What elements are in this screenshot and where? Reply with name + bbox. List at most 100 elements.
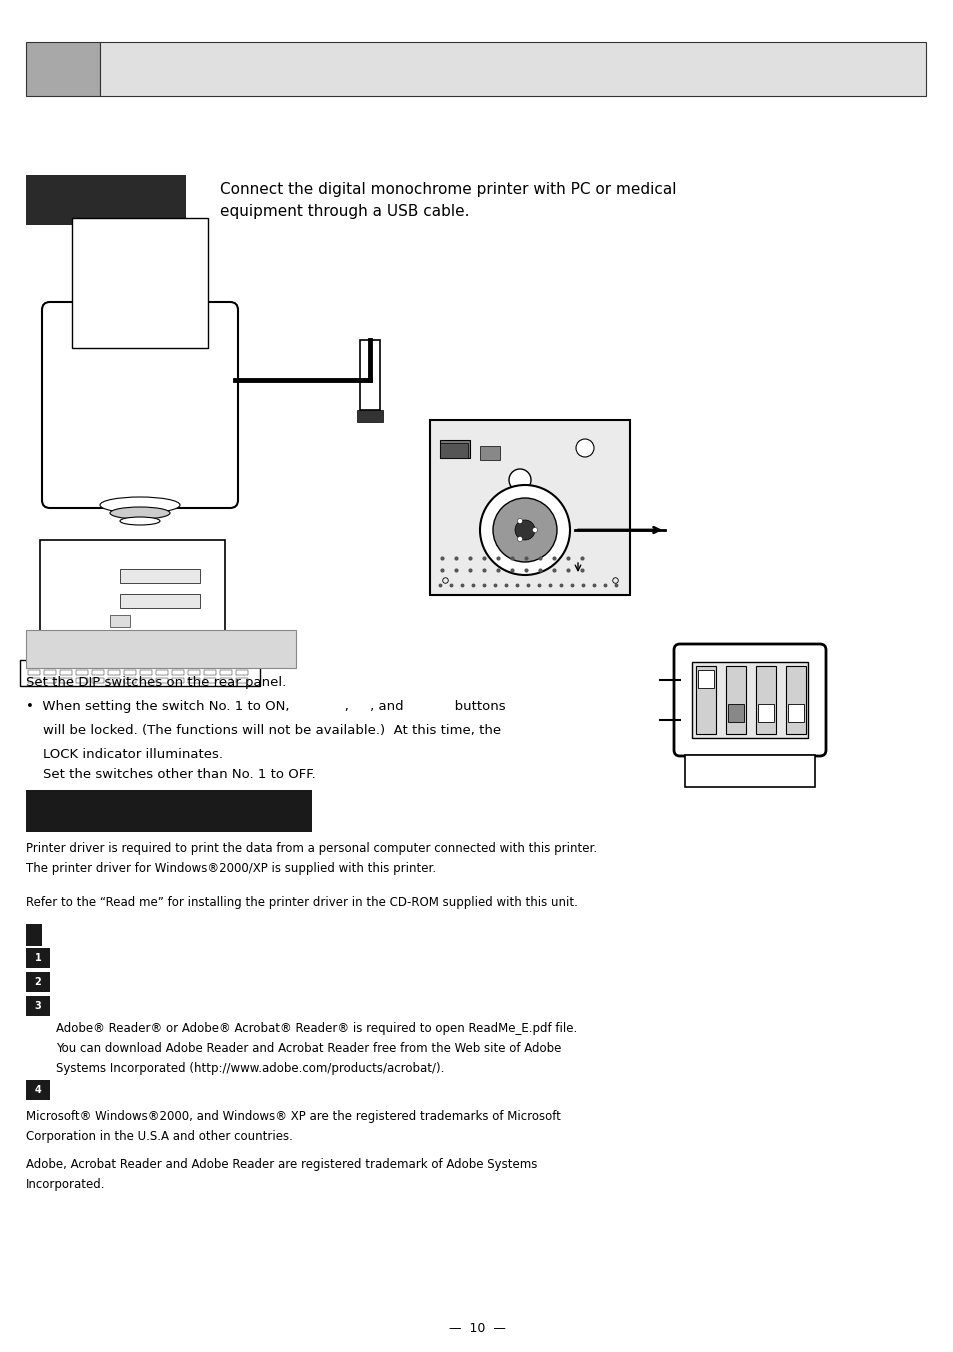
Bar (755, 667, 775, 734)
Bar (76, 677, 88, 683)
Text: Connect the digital monochrome printer with PC or medical: Connect the digital monochrome printer w… (220, 183, 676, 197)
Bar (124, 662, 136, 667)
Bar (26, 174, 186, 224)
Text: Microsoft® Windows®2000, and Windows® XP are the registered trademarks of Micros: Microsoft® Windows®2000, and Windows® XP… (26, 1110, 560, 1124)
Text: equipment through a USB cable.: equipment through a USB cable. (220, 204, 469, 219)
Bar (76, 671, 88, 675)
Bar (120, 569, 200, 583)
Ellipse shape (517, 537, 522, 542)
Bar (696, 667, 716, 734)
Bar (140, 662, 152, 667)
Text: 4: 4 (34, 1086, 41, 1095)
Text: The printer driver for Windows®2000/XP is supplied with this printer.: The printer driver for Windows®2000/XP i… (26, 863, 436, 875)
Bar (108, 662, 120, 667)
Text: Adobe® Reader® or Adobe® Acrobat® Reader® is required to open ReadMe_E.pdf file.: Adobe® Reader® or Adobe® Acrobat® Reader… (56, 1022, 577, 1036)
Bar (479, 446, 499, 460)
Text: Printer driver is required to print the data from a personal computer connected : Printer driver is required to print the … (26, 842, 597, 854)
Bar (28, 671, 40, 675)
Ellipse shape (532, 527, 537, 533)
Ellipse shape (517, 519, 522, 523)
Bar (120, 594, 200, 608)
Text: Set the switches other than No. 1 to OFF.: Set the switches other than No. 1 to OFF… (26, 768, 315, 781)
Text: Refer to the “Read me” for installing the printer driver in the CD-ROM supplied : Refer to the “Read me” for installing th… (26, 896, 578, 909)
Ellipse shape (110, 507, 170, 519)
Bar (28, 662, 40, 667)
Bar (71, 218, 208, 347)
Bar (188, 662, 200, 667)
Text: Adobe, Acrobat Reader and Adobe Reader are registered trademark of Adobe Systems: Adobe, Acrobat Reader and Adobe Reader a… (26, 1159, 537, 1171)
Bar (91, 671, 104, 675)
Bar (26, 996, 50, 1015)
Text: 3: 3 (34, 1000, 41, 1011)
Ellipse shape (493, 498, 557, 562)
Bar (204, 677, 215, 683)
Bar (91, 677, 104, 683)
Bar (684, 754, 814, 787)
Bar (787, 704, 803, 722)
FancyBboxPatch shape (42, 301, 237, 508)
Bar (28, 677, 40, 683)
Bar (156, 677, 168, 683)
Bar (26, 42, 100, 96)
Bar (26, 790, 312, 831)
Bar (110, 615, 130, 627)
Bar (359, 339, 379, 410)
Bar (60, 671, 71, 675)
Ellipse shape (479, 485, 569, 575)
Bar (100, 42, 925, 96)
Bar (108, 671, 120, 675)
Bar (220, 662, 232, 667)
Bar (188, 677, 200, 683)
Text: —  10  —: — 10 — (448, 1322, 505, 1334)
Bar (356, 410, 382, 422)
Bar (235, 662, 248, 667)
Bar (430, 420, 629, 595)
Bar (26, 1080, 50, 1101)
Bar (785, 667, 805, 734)
Text: Incorporated.: Incorporated. (26, 1178, 106, 1191)
Bar (235, 671, 248, 675)
FancyBboxPatch shape (673, 644, 825, 756)
Bar (76, 662, 88, 667)
Bar (26, 630, 295, 668)
Bar (220, 677, 232, 683)
Bar (60, 662, 71, 667)
Bar (235, 677, 248, 683)
Bar (124, 671, 136, 675)
Ellipse shape (576, 439, 594, 457)
Bar (172, 671, 184, 675)
Bar (439, 443, 468, 458)
Bar (124, 677, 136, 683)
Bar (44, 671, 56, 675)
Bar (204, 671, 215, 675)
Ellipse shape (100, 498, 180, 512)
Text: •  When setting the switch No. 1 to ON,             ,     , and            butto: • When setting the switch No. 1 to ON, ,… (26, 700, 505, 713)
Bar (439, 439, 470, 458)
Bar (172, 677, 184, 683)
Text: Set the DIP switches on the rear panel.: Set the DIP switches on the rear panel. (26, 676, 286, 690)
Bar (204, 662, 215, 667)
Text: Corporation in the U.S.A and other countries.: Corporation in the U.S.A and other count… (26, 1130, 293, 1142)
Bar (156, 671, 168, 675)
Ellipse shape (120, 516, 160, 525)
Bar (44, 662, 56, 667)
Ellipse shape (515, 521, 535, 539)
Text: 1: 1 (34, 953, 41, 963)
Bar (26, 923, 42, 946)
Bar (188, 671, 200, 675)
Bar (727, 704, 743, 722)
Bar (91, 662, 104, 667)
Text: Systems Incorporated (http://www.adobe.com/products/acrobat/).: Systems Incorporated (http://www.adobe.c… (56, 1063, 444, 1075)
Bar (44, 677, 56, 683)
Bar (40, 539, 225, 650)
Bar (220, 671, 232, 675)
Bar (172, 662, 184, 667)
Bar (698, 671, 713, 688)
Bar (140, 671, 152, 675)
Ellipse shape (509, 469, 531, 491)
Bar (108, 677, 120, 683)
Bar (156, 662, 168, 667)
Bar (691, 662, 807, 738)
Bar (26, 972, 50, 992)
Bar (140, 677, 152, 683)
